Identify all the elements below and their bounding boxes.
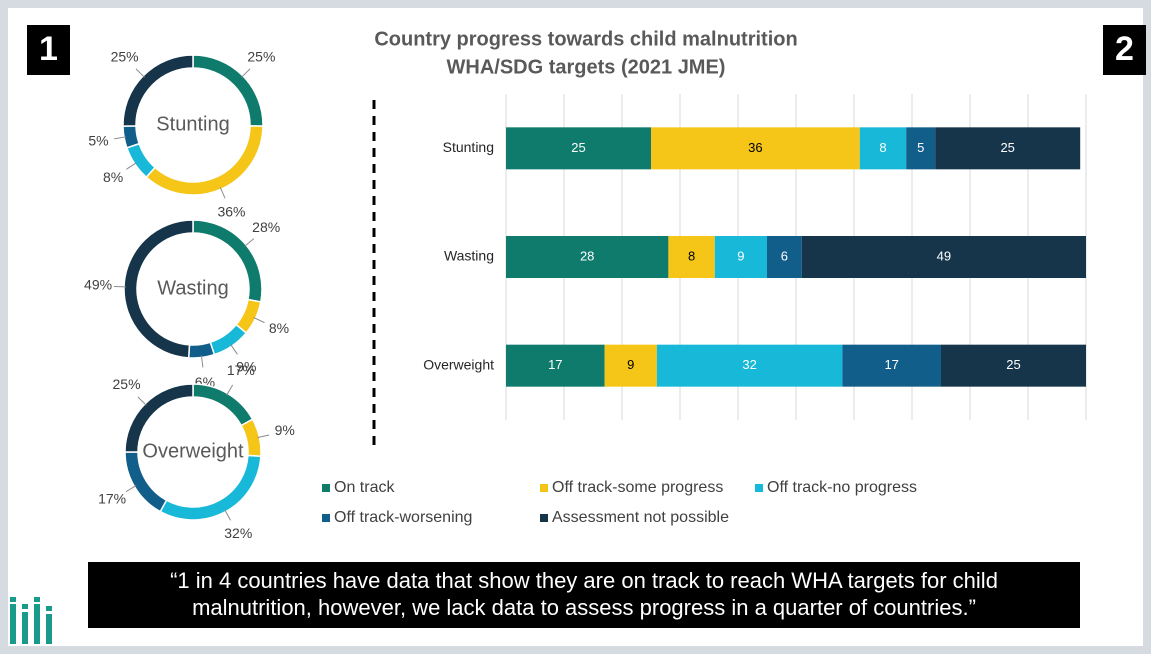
- leader-line: [244, 238, 255, 247]
- legend-label: Off track-no progress: [767, 479, 917, 496]
- bar-segment: [801, 236, 1086, 278]
- legend-label: Off track-some progress: [552, 479, 723, 496]
- data-label: 9%: [236, 358, 256, 374]
- bar-segment: [842, 344, 941, 387]
- logo-bar: [10, 597, 16, 602]
- logo-bar: [46, 614, 52, 644]
- bar-segment: [651, 127, 860, 170]
- data-label: 9%: [275, 422, 295, 438]
- data-label: 25%: [111, 48, 139, 64]
- leader-line: [253, 317, 265, 324]
- bar-segment: [656, 344, 843, 387]
- data-label: 17%: [98, 491, 126, 507]
- data-label: 9: [627, 357, 634, 372]
- bar-segment: [506, 344, 605, 387]
- bar-segment: [668, 236, 715, 278]
- data-label: 17: [884, 357, 898, 372]
- legend-marker: [322, 484, 330, 492]
- leader-line: [135, 68, 145, 78]
- bar-segment: [506, 127, 651, 170]
- data-label: 5%: [88, 132, 108, 148]
- y-tick-label: Wasting: [444, 248, 494, 264]
- donut-title: Wasting: [157, 277, 229, 299]
- legend-label: Assessment not possible: [552, 509, 729, 526]
- data-label: 32: [742, 357, 756, 372]
- bar-segment: [941, 344, 1086, 387]
- data-label: 17: [548, 357, 562, 372]
- leader-line: [137, 396, 147, 406]
- bar-segment: [604, 344, 657, 387]
- bar-segment: [767, 236, 802, 278]
- data-label: 28%: [252, 219, 280, 235]
- legend-marker: [540, 484, 548, 492]
- data-label: 36: [748, 140, 762, 155]
- badge: 2: [1115, 30, 1134, 68]
- data-label: 49: [937, 248, 951, 263]
- data-label: 8: [688, 248, 695, 263]
- donut-title: Stunting: [156, 113, 229, 135]
- bar-segment: [714, 236, 767, 278]
- legend-label: On track: [334, 479, 395, 496]
- logo: [10, 597, 52, 644]
- data-label: 17%: [227, 362, 255, 378]
- donut-segment: [123, 219, 194, 359]
- data-label: 5: [917, 140, 924, 155]
- logo-bar: [46, 606, 52, 611]
- leader-line: [114, 136, 127, 140]
- data-label: 25: [571, 140, 585, 155]
- badge: 1: [39, 30, 58, 68]
- logo-bar: [34, 597, 40, 602]
- bar-segment: [935, 127, 1081, 170]
- leader-line: [126, 162, 137, 170]
- logo-bar: [22, 604, 28, 609]
- data-label: 36%: [217, 204, 245, 220]
- legend-marker: [755, 484, 763, 492]
- leader-line: [226, 384, 234, 396]
- leader-line: [241, 68, 251, 78]
- data-label: 25%: [247, 48, 275, 64]
- chart-title: WHA/SDG targets (2021 JME): [447, 56, 726, 78]
- legend-marker: [322, 514, 330, 522]
- logo-bar: [34, 604, 40, 644]
- leader-line: [257, 434, 270, 439]
- data-label: 8: [879, 140, 886, 155]
- quote-text: “1 in 4 countries have data that show th…: [170, 568, 998, 593]
- logo-bar: [10, 604, 16, 644]
- y-tick-label: Stunting: [443, 139, 494, 155]
- y-tick-label: Overweight: [423, 356, 494, 372]
- leader-line: [125, 485, 137, 493]
- quote-box: [88, 562, 1080, 628]
- legend-label: Off track-worsening: [334, 509, 472, 526]
- legend-marker: [540, 514, 548, 522]
- donut-segment: [122, 54, 194, 127]
- data-label: 49%: [84, 277, 112, 293]
- slide-background: [8, 8, 1143, 646]
- bar-segment: [506, 236, 669, 278]
- badge-box: [1103, 25, 1146, 75]
- data-label: 8%: [103, 169, 123, 185]
- leader-line: [230, 344, 238, 355]
- data-label: 8%: [269, 320, 289, 336]
- data-label: 32%: [224, 525, 252, 541]
- donut-segment: [124, 383, 194, 453]
- leader-line: [200, 355, 204, 368]
- bar-segment: [906, 127, 936, 170]
- data-label: 25: [1000, 140, 1014, 155]
- donut-title: Overweight: [142, 440, 244, 462]
- leader-line: [219, 187, 226, 199]
- data-label: 9: [737, 248, 744, 263]
- data-label: 6: [781, 248, 788, 263]
- badge-box: [27, 25, 70, 75]
- logo-bar: [22, 612, 28, 644]
- chart-title: Country progress towards child malnutrit…: [374, 28, 797, 50]
- data-label: 25%: [113, 376, 141, 392]
- data-label: 25: [1006, 357, 1020, 372]
- quote-text: malnutrition, however, we lack data to a…: [192, 595, 976, 620]
- bar-segment: [859, 127, 907, 170]
- data-label: 28: [580, 248, 594, 263]
- leader-line: [224, 509, 232, 521]
